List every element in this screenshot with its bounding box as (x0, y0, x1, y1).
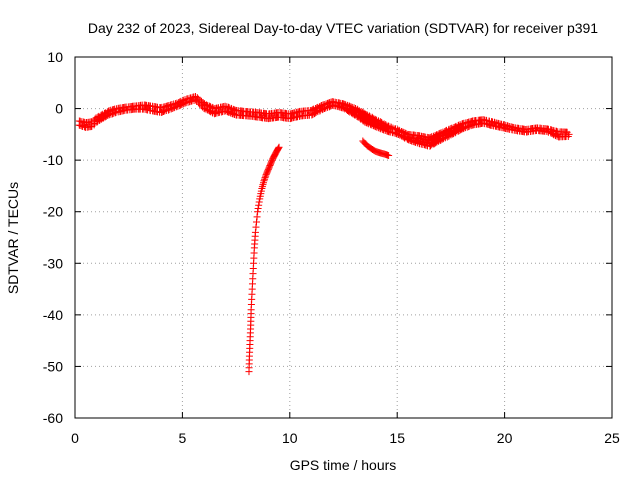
y-tick-label: -50 (43, 358, 63, 374)
y-tick-label: -10 (43, 152, 63, 168)
y-tick-label: 0 (55, 101, 63, 117)
data-point (565, 130, 573, 138)
y-axis-label: SDTVAR / TECUs (5, 182, 21, 294)
y-tick-label: -20 (43, 204, 63, 220)
data-point (254, 208, 262, 216)
data-point (228, 105, 236, 113)
data-point (362, 110, 370, 118)
data-point (102, 112, 110, 120)
data-point (254, 204, 262, 212)
x-tick-label: 15 (389, 430, 405, 446)
chart-title: Day 232 of 2023, Sidereal Day-to-day VTE… (88, 20, 598, 36)
y-tick-label: 10 (47, 49, 63, 65)
data-point (384, 122, 392, 130)
data-point (253, 218, 261, 226)
data-point (261, 174, 269, 182)
y-tick-label: -40 (43, 307, 63, 323)
data-point (350, 104, 358, 112)
data-point (402, 130, 410, 138)
data-point (312, 108, 320, 116)
data-point (465, 122, 473, 130)
data-point (387, 124, 395, 132)
data-point (262, 172, 270, 180)
x-tick-label: 25 (604, 430, 620, 446)
data-point (104, 111, 112, 119)
data-point (275, 144, 283, 152)
tick-labels: 0 5 10 15 20 25 10 0 -10 -20 -30 -40 -50 -60 (43, 49, 620, 446)
plot-frame (74, 56, 613, 419)
data-points (75, 92, 573, 376)
data-point (260, 177, 268, 185)
data-point (371, 115, 379, 123)
data-point (178, 100, 186, 108)
data-point (199, 98, 207, 106)
y-tick-label: -30 (43, 255, 63, 271)
x-tick-label: 10 (282, 430, 298, 446)
data-point (385, 152, 393, 160)
data-point (221, 102, 229, 110)
x-tick-label: 0 (71, 430, 79, 446)
data-point (203, 101, 211, 109)
data-point (96, 116, 104, 124)
data-point (274, 145, 282, 153)
data-point (376, 118, 384, 126)
x-axis-label: GPS time / hours (290, 457, 397, 473)
data-point (275, 143, 283, 151)
data-point (251, 228, 259, 236)
data-point (261, 175, 269, 183)
data-point (255, 201, 263, 209)
data-point (252, 223, 260, 231)
x-tick-label: 5 (179, 430, 187, 446)
data-point (255, 198, 263, 206)
data-point (253, 213, 261, 221)
y-tick-label: -60 (43, 410, 63, 426)
axis-ticks (74, 56, 613, 419)
x-tick-label: 20 (497, 430, 513, 446)
